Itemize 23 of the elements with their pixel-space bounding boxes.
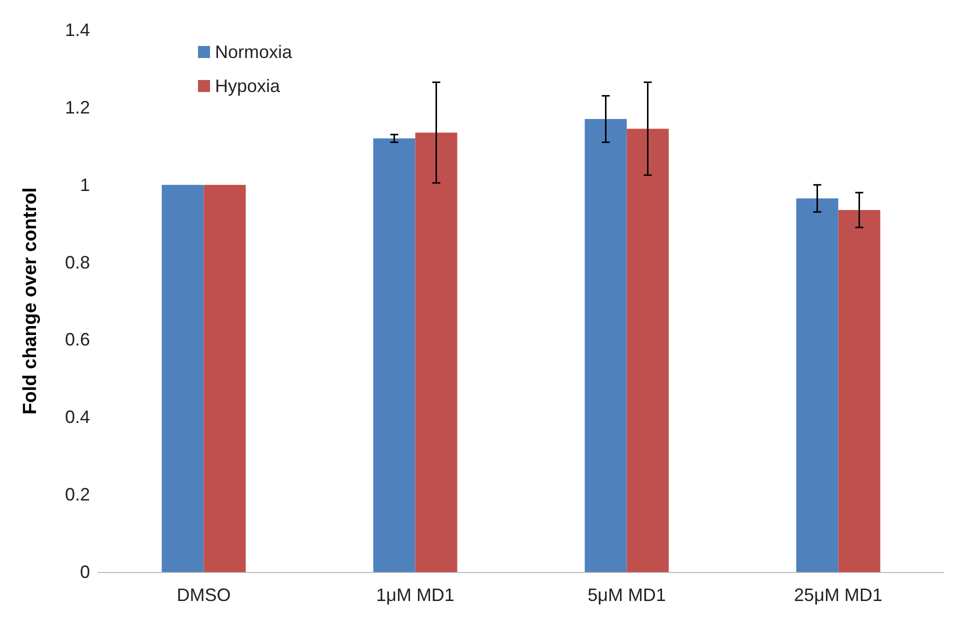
- y-tick-label: 0.8: [64, 252, 90, 272]
- x-tick-label: 25μM MD1: [794, 585, 882, 605]
- y-tick-label: 0: [80, 562, 90, 582]
- bar: [796, 198, 838, 572]
- legend-label: Hypoxia: [215, 76, 282, 96]
- y-tick-label: 1: [80, 174, 90, 195]
- bar: [838, 210, 880, 572]
- x-tick-label: 5μM MD1: [588, 585, 666, 605]
- bar: [584, 119, 627, 572]
- x-tick-label: 1μM MD1: [376, 585, 454, 605]
- y-tick-label: 1.2: [64, 97, 90, 118]
- bar: [204, 184, 246, 572]
- bar: [162, 184, 204, 572]
- y-tick-label: 0.6: [64, 330, 90, 350]
- legend-label: Normoxia: [215, 42, 294, 62]
- x-tick-label: DMSO: [176, 585, 231, 605]
- y-tick-label: 0.2: [64, 484, 90, 505]
- y-tick-label: 1.4: [64, 20, 90, 40]
- y-tick-label: 0.4: [64, 407, 90, 428]
- bar: [626, 128, 669, 572]
- y-axis-title: Fold change over control: [20, 188, 41, 414]
- bar: [373, 138, 416, 572]
- bar: [415, 132, 458, 572]
